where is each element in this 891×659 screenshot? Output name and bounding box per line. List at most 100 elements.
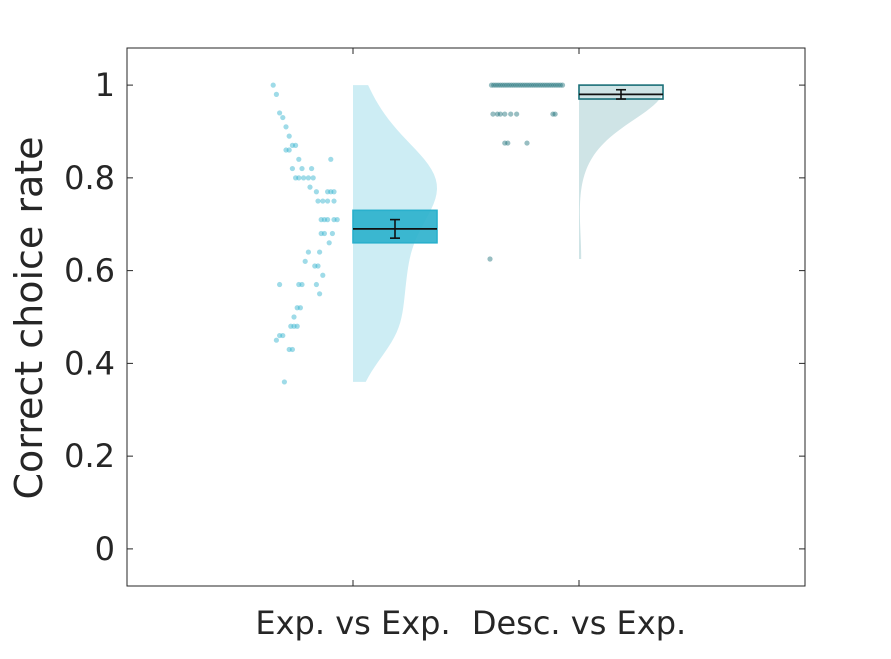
data-point — [294, 323, 300, 329]
data-point — [296, 156, 302, 162]
data-point — [522, 82, 528, 88]
data-point — [286, 147, 292, 153]
data-point — [286, 133, 292, 139]
data-point — [320, 272, 326, 278]
data-point — [317, 249, 323, 255]
data-point — [328, 156, 334, 162]
data-point — [288, 323, 294, 329]
data-point — [551, 82, 557, 88]
data-point — [286, 346, 292, 353]
data-point — [505, 140, 511, 146]
data-point — [283, 124, 289, 130]
data-point — [535, 82, 541, 88]
data-point — [511, 82, 517, 88]
data-point — [280, 332, 286, 339]
data-point — [548, 82, 555, 88]
data-point — [514, 111, 520, 117]
data-point — [299, 281, 305, 288]
data-point — [325, 198, 331, 204]
y-tick-label: 0.2 — [64, 437, 115, 475]
data-point — [497, 82, 503, 88]
data-point — [553, 82, 559, 88]
data-point — [301, 175, 307, 181]
data-point — [312, 263, 318, 269]
data-point — [320, 198, 326, 204]
data-point — [291, 314, 297, 320]
data-point — [321, 217, 327, 223]
data-point — [326, 240, 332, 246]
chart-marks — [270, 82, 664, 385]
data-point — [315, 198, 321, 204]
y-axis-label: Correct choice rate — [7, 136, 51, 499]
data-point — [273, 337, 279, 343]
data-point — [524, 82, 530, 88]
data-point — [313, 281, 319, 288]
data-point — [283, 147, 289, 153]
data-point — [289, 165, 295, 172]
data-point — [528, 82, 535, 88]
ci-box — [352, 209, 438, 244]
data-point — [277, 110, 283, 116]
data-point — [550, 111, 556, 117]
data-point — [291, 323, 297, 329]
data-point — [296, 281, 302, 288]
data-point — [552, 111, 558, 117]
data-point — [318, 217, 324, 223]
data-point — [325, 217, 331, 223]
data-point — [519, 82, 526, 88]
data-point — [526, 82, 532, 88]
data-point — [293, 142, 299, 148]
data-point — [490, 111, 496, 117]
data-point — [305, 249, 311, 255]
data-point — [542, 82, 548, 88]
data-point — [555, 82, 561, 88]
data-point — [331, 217, 337, 223]
data-point — [280, 114, 286, 121]
x-tick-label: Exp. vs Exp. — [255, 604, 450, 642]
data-point — [277, 332, 283, 339]
data-point — [293, 175, 299, 181]
density-area — [579, 85, 663, 260]
data-point — [487, 256, 493, 262]
y-tick-label: 1 — [95, 66, 115, 104]
data-point — [504, 82, 510, 88]
data-point — [515, 82, 521, 88]
data-point — [302, 258, 308, 264]
data-point — [502, 82, 508, 88]
data-point — [495, 82, 501, 88]
data-point — [539, 82, 546, 88]
data-point — [296, 175, 302, 181]
data-point — [334, 217, 340, 223]
data-point — [537, 82, 543, 88]
data-point — [305, 175, 311, 181]
data-point — [328, 189, 334, 195]
data-point — [299, 165, 305, 172]
data-point — [502, 111, 508, 117]
data-point — [313, 189, 319, 195]
data-point — [493, 82, 499, 88]
data-point — [508, 111, 514, 117]
data-point — [506, 82, 512, 88]
data-point — [497, 111, 503, 117]
data-point — [533, 82, 539, 88]
data-point — [513, 82, 519, 88]
data-point — [557, 82, 563, 88]
data-point — [321, 230, 327, 237]
data-point — [559, 82, 566, 88]
y-tick-label: 0 — [95, 530, 115, 568]
data-point — [517, 82, 523, 88]
y-tick-label: 0.8 — [64, 159, 115, 197]
y-tick-label: 0.4 — [64, 344, 115, 382]
data-point — [329, 230, 335, 237]
data-point — [307, 184, 313, 190]
data-point — [289, 346, 295, 353]
data-point — [524, 140, 530, 146]
data-point — [331, 189, 337, 195]
data-point — [546, 82, 552, 88]
data-point — [289, 142, 295, 148]
data-point — [331, 198, 337, 204]
data-point — [531, 82, 537, 88]
data-point — [491, 82, 497, 88]
data-point — [281, 379, 287, 385]
